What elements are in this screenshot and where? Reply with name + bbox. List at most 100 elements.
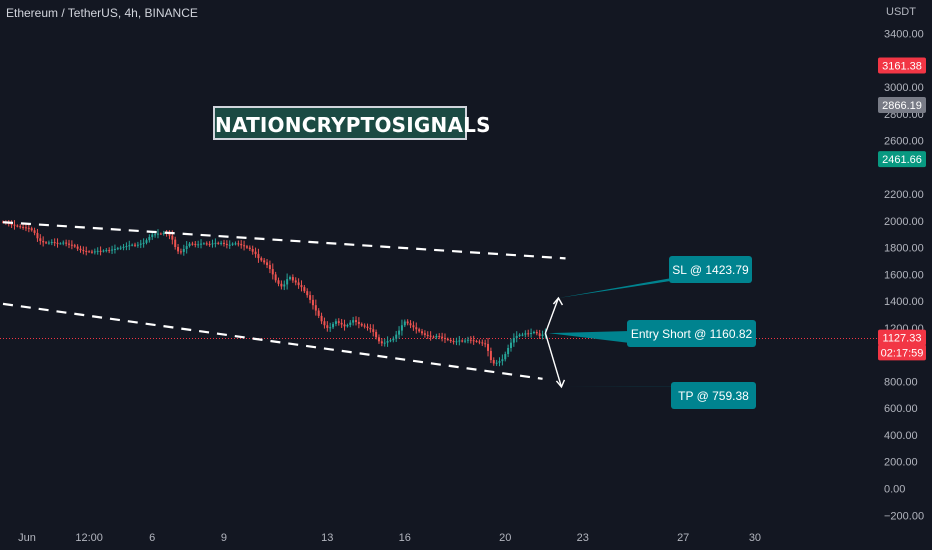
candle-body [88, 251, 91, 253]
candle-body [182, 248, 185, 252]
time-tick-label: 6 [149, 532, 155, 544]
candle-body [148, 236, 151, 241]
candle-body [297, 282, 300, 286]
price-tick-label: 800.00 [884, 376, 918, 388]
candle-body [13, 224, 16, 226]
candle-body [469, 339, 472, 341]
price-tick-label: 1600.00 [884, 269, 924, 281]
candle-body [461, 340, 464, 342]
tp-arrow[interactable] [544, 332, 563, 388]
candle-body [311, 299, 314, 306]
tp-callout-box[interactable] [671, 382, 756, 409]
candle-body [363, 325, 366, 327]
candle-body [294, 280, 297, 283]
candle-body [458, 340, 461, 342]
candle-body [400, 325, 403, 331]
candle-body [484, 343, 487, 345]
price-tick-label: 0.00 [884, 484, 905, 496]
candle-body [375, 331, 378, 338]
tp-arrowhead [555, 379, 566, 389]
candle-body [16, 225, 19, 227]
time-axis[interactable]: Jun 12:00 6 9 13 16 20 23 27 30 [18, 532, 761, 544]
entry-callout-box[interactable] [627, 320, 756, 347]
candle-body [30, 228, 33, 231]
callouts[interactable]: SL @ 1423.79 Entry Short @ 1160.82 TP @ 75… [548, 256, 756, 409]
candle-body [93, 251, 96, 253]
candle-body [386, 341, 389, 343]
sl-callout-box[interactable] [669, 256, 752, 283]
candle-body [214, 242, 217, 244]
price-tick-label: −200.00 [884, 510, 924, 522]
trendline[interactable] [2, 302, 543, 380]
trade-arrows[interactable] [544, 296, 566, 389]
candle-body [79, 248, 82, 251]
candle-body [337, 321, 340, 323]
time-tick-label: 20 [499, 532, 511, 544]
candle-body [492, 360, 495, 364]
candle-body [191, 243, 194, 245]
candle-body [406, 321, 409, 324]
price-tick-label: 1400.00 [884, 296, 924, 308]
candle-body [251, 248, 254, 252]
price-axis-unit: USDT [886, 6, 916, 18]
candle-body [412, 325, 415, 328]
candle-body [260, 258, 263, 261]
candle-body [340, 322, 343, 325]
candle-body [487, 343, 490, 351]
candle-body [518, 334, 521, 336]
time-tick-label: 16 [399, 532, 411, 544]
candle-body [541, 334, 544, 336]
time-tick-label: 13 [321, 532, 333, 544]
candle-body [395, 334, 398, 339]
time-tick-label: 30 [749, 532, 761, 544]
candle-body [131, 244, 134, 246]
trendlines[interactable] [2, 221, 566, 380]
chart-title: Ethereum / TetherUS, 4h, BINANCE [6, 6, 198, 20]
candle-body [70, 244, 73, 246]
candle-body [257, 254, 260, 259]
candle-body [535, 331, 538, 334]
candle-body [36, 232, 39, 239]
candle-body [245, 246, 248, 248]
candle-body [82, 250, 85, 252]
price-axis[interactable]: USDT3400.003000.002800.002600.002200.002… [878, 6, 926, 522]
candle-body [357, 321, 360, 324]
candle-body [136, 244, 139, 246]
candle-body [65, 242, 68, 244]
candle-body [177, 246, 180, 252]
candle-body [274, 274, 277, 281]
candle-body [142, 242, 145, 244]
candle-body [429, 335, 432, 337]
candle-body [352, 320, 355, 323]
sl-arrow[interactable] [544, 297, 560, 334]
candle-body [194, 243, 197, 245]
candle-body [59, 243, 62, 245]
candle-body [403, 321, 406, 326]
candle-body [478, 341, 481, 343]
candle-body [105, 250, 108, 252]
candle-body [383, 342, 386, 344]
candle-body [154, 234, 157, 236]
price-tick-label: 2200.00 [884, 189, 924, 201]
candle-body [426, 334, 429, 336]
candle-body [254, 251, 257, 255]
candle-body [455, 341, 458, 343]
candle-body [317, 310, 320, 316]
candle-body [90, 251, 93, 253]
candle-body [398, 330, 401, 335]
trendline[interactable] [2, 221, 566, 260]
candle-body [234, 243, 237, 245]
candle-body [392, 338, 395, 341]
candle-body [47, 242, 50, 244]
entry-callout-label: Entry Short @ 1160.82 [631, 327, 753, 341]
candle-body [360, 323, 363, 326]
candle-body [475, 340, 478, 342]
candle-body [346, 324, 349, 327]
tp-callout-pointer [561, 386, 690, 387]
candle-body [53, 242, 56, 244]
candle-body [85, 251, 88, 253]
candle-body [369, 327, 372, 330]
candle-body [62, 242, 65, 244]
